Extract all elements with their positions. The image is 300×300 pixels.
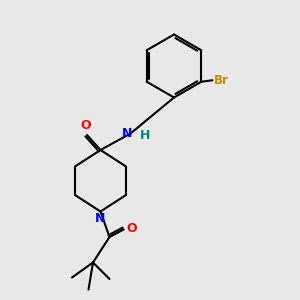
Text: O: O xyxy=(80,119,91,132)
Text: N: N xyxy=(122,127,132,140)
Text: N: N xyxy=(95,212,106,225)
Text: O: O xyxy=(126,221,136,235)
Text: Br: Br xyxy=(214,74,229,87)
Text: H: H xyxy=(140,129,151,142)
